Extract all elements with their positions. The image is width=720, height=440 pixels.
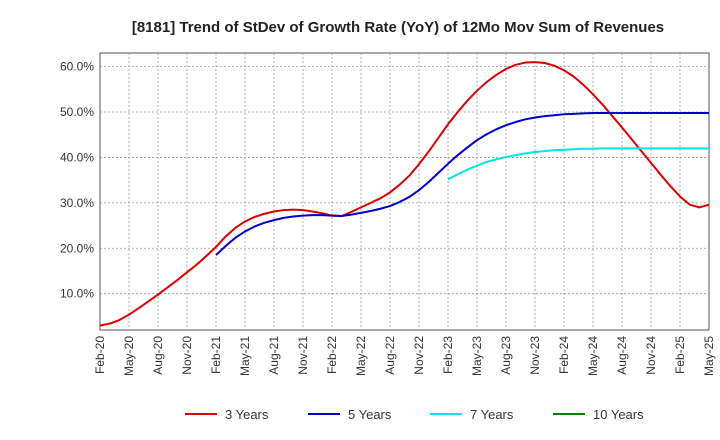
series-line-5-years bbox=[215, 111, 709, 256]
x-tick-label: Nov-21 bbox=[296, 336, 310, 375]
x-tick-label: May-24 bbox=[586, 336, 600, 376]
grid bbox=[100, 53, 709, 330]
y-tick-label: 10.0% bbox=[60, 287, 94, 301]
x-tick-label: Nov-20 bbox=[180, 336, 194, 375]
y-axis: 10.0% 20.0% 30.0% 40.0% 50.0% 60.0% bbox=[60, 60, 94, 301]
x-tick-label: Aug-22 bbox=[383, 336, 397, 375]
x-tick-label: May-21 bbox=[238, 336, 252, 376]
series-line-3-years bbox=[99, 61, 710, 327]
x-tick-label: May-23 bbox=[470, 336, 484, 376]
legend-item-5-years[interactable]: 5 Years bbox=[308, 407, 392, 422]
legend-label: 10 Years bbox=[593, 407, 644, 422]
x-tick-label: May-25 bbox=[702, 336, 716, 376]
series-lines bbox=[99, 61, 710, 327]
series-line-7-years bbox=[447, 147, 709, 181]
x-tick-label: Aug-23 bbox=[499, 336, 513, 375]
x-tick-label: Aug-24 bbox=[615, 336, 629, 375]
plot-area bbox=[99, 52, 710, 331]
chart-title: [8181] Trend of StDev of Growth Rate (Yo… bbox=[132, 19, 664, 36]
y-tick-label: 20.0% bbox=[60, 241, 94, 255]
x-tick-label: Feb-22 bbox=[325, 336, 339, 374]
legend-label: 5 Years bbox=[348, 407, 392, 422]
legend-label: 7 Years bbox=[470, 407, 514, 422]
legend-item-7-years[interactable]: 7 Years bbox=[430, 407, 514, 422]
y-tick-label: 60.0% bbox=[60, 60, 94, 74]
x-tick-label: Nov-23 bbox=[528, 336, 542, 375]
legend-item-3-years[interactable]: 3 Years bbox=[185, 407, 269, 422]
x-tick-label: Feb-21 bbox=[209, 336, 223, 374]
legend-label: 3 Years bbox=[225, 407, 269, 422]
x-tick-label: Feb-23 bbox=[441, 336, 455, 374]
y-tick-label: 30.0% bbox=[60, 196, 94, 210]
x-tick-label: Aug-21 bbox=[267, 336, 281, 375]
x-tick-label: May-20 bbox=[122, 336, 136, 376]
x-tick-label: Feb-25 bbox=[673, 336, 687, 374]
x-tick-label: Aug-20 bbox=[151, 336, 165, 375]
x-tick-label: Feb-20 bbox=[93, 336, 107, 374]
x-axis: Feb-20 May-20 Aug-20 Nov-20 Feb-21 May-21 Aug-… bbox=[93, 336, 716, 376]
y-tick-label: 50.0% bbox=[60, 105, 94, 119]
x-tick-label: Nov-22 bbox=[412, 336, 426, 375]
x-tick-label: Nov-24 bbox=[644, 336, 658, 375]
y-tick-label: 40.0% bbox=[60, 150, 94, 164]
x-tick-label: May-22 bbox=[354, 336, 368, 376]
legend[interactable]: 3 Years 5 Years 7 Years 10 Years bbox=[185, 407, 644, 422]
x-tick-label: Feb-24 bbox=[557, 336, 571, 374]
legend-item-10-years[interactable]: 10 Years bbox=[553, 407, 644, 422]
